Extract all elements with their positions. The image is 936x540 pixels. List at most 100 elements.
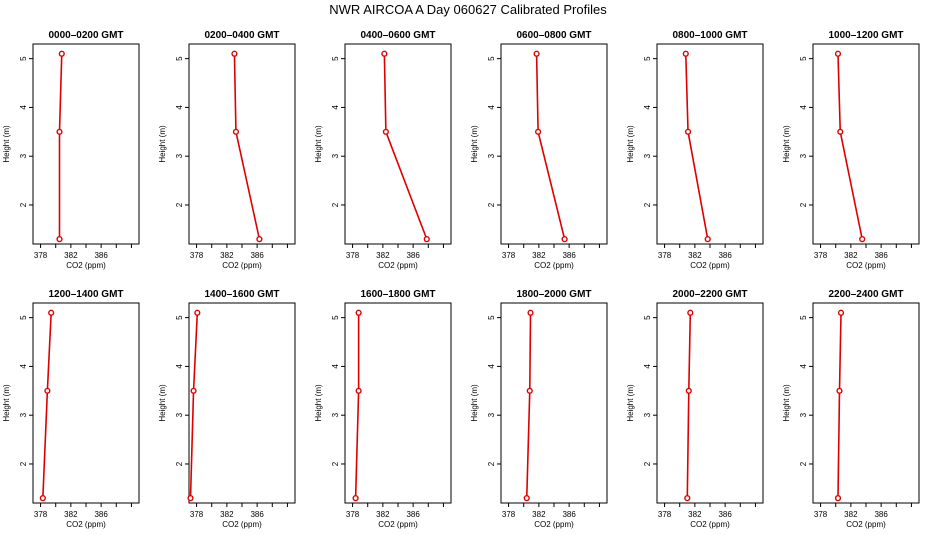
plot-frame [656, 302, 764, 504]
y-tick-label: 2 [19, 202, 28, 207]
y-tick-label: 5 [19, 315, 28, 320]
y-tick-label: 3 [643, 412, 652, 417]
y-axis-label: Height (m) [2, 384, 11, 422]
y-tick-label: 3 [487, 153, 496, 158]
y-tick-label: 4 [799, 364, 808, 369]
profile-segment [46, 312, 52, 391]
x-tick-label: 382 [64, 510, 78, 519]
y-tick-label: 5 [799, 56, 808, 61]
profile-segment [537, 131, 566, 240]
y-tick-label: 2 [487, 202, 496, 207]
y-tick-label: 3 [331, 412, 340, 417]
x-axis-label: CO2 (ppm) [690, 520, 730, 529]
x-axis-label: CO2 (ppm) [66, 261, 106, 270]
y-axis-label: Height (m) [782, 125, 791, 163]
y-tick-label: 4 [175, 364, 184, 369]
x-tick-label: 378 [502, 510, 516, 519]
x-axis-label: CO2 (ppm) [690, 261, 730, 270]
x-tick-label: 386 [718, 251, 732, 260]
y-tick-label: 4 [799, 105, 808, 110]
data-point [232, 128, 240, 135]
profile-segment [383, 53, 387, 132]
data-point [194, 309, 201, 316]
x-tick-label: 386 [250, 251, 264, 260]
data-point [44, 387, 51, 394]
x-tick-label: 382 [220, 510, 234, 519]
x-tick-label: 382 [376, 251, 390, 260]
profile-segment [839, 131, 863, 240]
y-tick-label: 4 [331, 364, 340, 369]
x-tick-label: 378 [814, 510, 828, 519]
figure-title: NWR AIRCOA A Day 060627 Calibrated Profi… [329, 2, 607, 17]
x-tick-label: 378 [346, 510, 360, 519]
y-tick-label: 3 [487, 412, 496, 417]
plot-frame [344, 302, 452, 504]
x-tick-label: 382 [376, 510, 390, 519]
data-point [56, 236, 63, 243]
y-tick-label: 2 [643, 461, 652, 466]
y-axis-label: Height (m) [782, 384, 791, 422]
plot-frame [500, 302, 608, 504]
x-tick-label: 386 [562, 510, 576, 519]
profile-segment [192, 312, 199, 391]
profile-segment [233, 53, 237, 132]
plot-frame [32, 43, 140, 245]
panel-title: 1400–1600 GMT [204, 289, 279, 300]
x-tick-label: 382 [532, 251, 546, 260]
data-point [534, 128, 542, 135]
x-tick-label: 378 [502, 251, 516, 260]
data-point [56, 128, 63, 135]
data-point [256, 236, 263, 243]
y-axis-label: Height (m) [470, 384, 479, 422]
y-tick-label: 3 [19, 153, 28, 158]
x-tick-label: 382 [220, 251, 234, 260]
y-tick-label: 5 [175, 56, 184, 61]
y-tick-label: 2 [643, 202, 652, 207]
profile-segment [837, 53, 842, 132]
profile-segment [687, 131, 709, 240]
y-tick-label: 4 [331, 105, 340, 110]
x-tick-label: 382 [688, 510, 702, 519]
panel-title: 1600–1800 GMT [360, 289, 435, 300]
profile-segment [686, 390, 690, 499]
data-point [834, 495, 842, 502]
data-point [382, 128, 389, 135]
x-tick-label: 378 [190, 510, 204, 519]
x-tick-label: 378 [34, 510, 48, 519]
x-tick-label: 386 [406, 510, 420, 519]
y-tick-label: 5 [331, 56, 340, 61]
data-point [834, 50, 842, 57]
panel-title: 0200–0400 GMT [204, 30, 279, 41]
profile-segment [235, 131, 261, 240]
data-point [231, 50, 238, 57]
panel-title: 0600–0800 GMT [516, 30, 591, 41]
plot-frame [812, 302, 920, 504]
x-tick-label: 386 [250, 510, 264, 519]
data-point [704, 236, 711, 243]
y-axis-label: Height (m) [626, 125, 635, 163]
profile-segment [525, 390, 531, 499]
y-tick-label: 4 [19, 105, 28, 110]
y-axis-label: Height (m) [470, 125, 479, 163]
y-tick-label: 3 [175, 153, 184, 158]
data-point [561, 236, 568, 243]
profile-segment [528, 312, 532, 391]
profile-segment [684, 53, 689, 132]
panel-title: 0000–0200 GMT [48, 30, 123, 41]
y-tick-label: 3 [643, 153, 652, 158]
y-axis-label: Height (m) [158, 125, 167, 163]
y-tick-label: 2 [175, 202, 184, 207]
x-axis-label: CO2 (ppm) [846, 520, 886, 529]
y-tick-label: 4 [19, 364, 28, 369]
y-axis-label: Height (m) [314, 125, 323, 163]
x-axis-label: CO2 (ppm) [534, 261, 574, 270]
x-tick-label: 382 [688, 251, 702, 260]
y-tick-label: 4 [487, 364, 496, 369]
data-point [527, 309, 534, 316]
data-point [526, 387, 533, 394]
data-point [355, 309, 362, 316]
data-point [423, 236, 430, 243]
